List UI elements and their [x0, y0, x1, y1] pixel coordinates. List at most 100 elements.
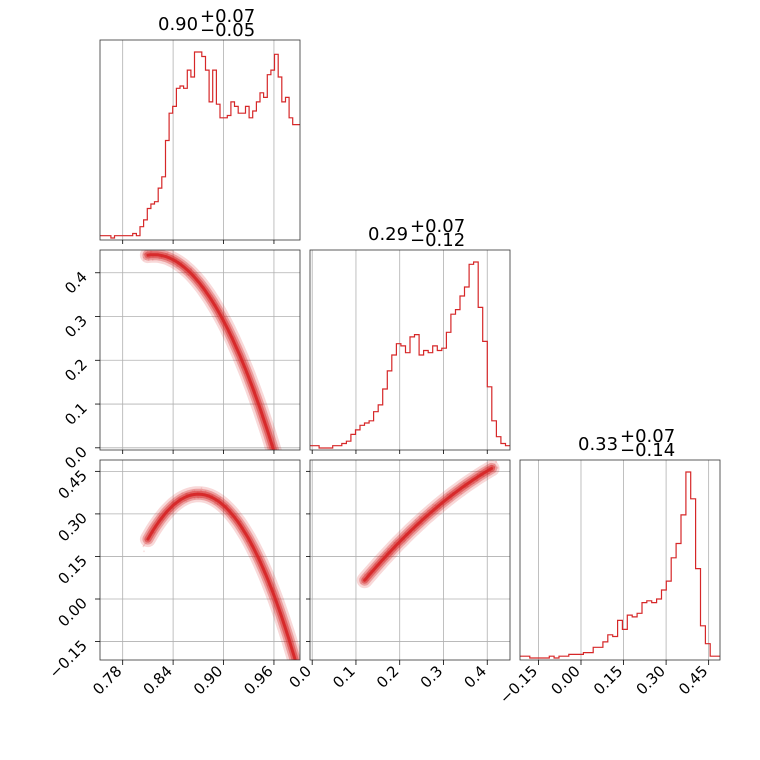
sample-point — [434, 504, 437, 507]
y-tick-label: −0.15 — [46, 637, 91, 682]
sample-point — [191, 490, 194, 492]
x-tick-label: 0.4 — [460, 662, 490, 692]
sample-point — [171, 501, 174, 504]
panel-background — [520, 460, 720, 660]
sample-point — [275, 455, 277, 457]
sample-point — [186, 493, 189, 495]
x-tick-label: 0.00 — [547, 662, 583, 698]
sample-point — [185, 273, 188, 276]
sample-point — [142, 259, 145, 261]
sample-point — [185, 500, 188, 502]
sample-point — [303, 694, 305, 696]
sample-point — [305, 572, 307, 574]
sample-point — [306, 702, 308, 704]
x-tick-label: 0.2 — [373, 662, 403, 692]
sample-point — [294, 663, 296, 665]
sample-point — [193, 489, 196, 492]
density-panel — [356, 460, 500, 589]
sample-point — [387, 547, 389, 550]
histogram-title: 0.29 — [368, 224, 408, 245]
sample-point — [190, 267, 192, 270]
sample-point — [472, 482, 475, 484]
sample-point — [305, 570, 307, 572]
sample-point — [367, 579, 369, 581]
sample-point — [213, 299, 216, 302]
x-tick-label: 0.15 — [590, 662, 626, 698]
sample-point — [395, 539, 397, 542]
sample-point — [366, 572, 369, 575]
sample-point — [145, 542, 148, 544]
sample-point — [494, 465, 496, 468]
sample-point — [184, 270, 187, 273]
sample-point — [171, 261, 174, 263]
sample-point — [166, 259, 169, 261]
x-tick-label: 0.0 — [285, 662, 315, 692]
sample-point — [304, 693, 306, 695]
histogram-series — [520, 471, 720, 659]
x-tick-label: 0.96 — [240, 662, 276, 698]
sample-point — [142, 257, 145, 259]
sample-point — [230, 516, 233, 518]
x-tick-label: 0.90 — [190, 662, 226, 698]
sample-point — [491, 465, 494, 468]
sample-point — [308, 704, 310, 706]
sample-point — [438, 507, 441, 510]
sample-point — [149, 250, 152, 253]
sample-point — [476, 479, 479, 482]
sample-point — [490, 464, 492, 467]
sample-point — [493, 463, 496, 465]
sample-point — [360, 582, 363, 585]
histogram-series — [100, 51, 300, 239]
sample-point — [142, 544, 145, 547]
sample-point — [143, 253, 145, 255]
x-tick-label: 0.30 — [633, 662, 669, 698]
sample-point — [170, 254, 173, 257]
sample-point — [362, 577, 364, 580]
sample-point — [246, 540, 249, 543]
pair-frame — [99, 249, 301, 451]
sample-point — [219, 496, 222, 499]
sample-point — [369, 569, 372, 572]
sample-point — [302, 554, 304, 556]
histogram-title: 0.33 — [578, 434, 618, 455]
sample-point — [495, 460, 497, 463]
y-tick-label: 0.3 — [61, 312, 91, 342]
sample-point — [487, 472, 490, 475]
x-tick-label: 0.78 — [89, 662, 125, 698]
sample-point — [307, 574, 309, 576]
contour-level — [363, 466, 494, 582]
sample-point — [294, 660, 296, 662]
y-tick-label: 0.15 — [54, 552, 90, 588]
sample-point — [493, 466, 496, 469]
sample-point — [169, 510, 172, 513]
panel-background — [100, 40, 300, 240]
sample-point — [460, 492, 463, 495]
sample-point — [393, 542, 396, 544]
sample-point — [491, 465, 493, 468]
x-tick-label: 0.1 — [329, 662, 359, 692]
density-panel — [139, 250, 309, 576]
sample-point — [391, 552, 394, 555]
sample-point — [385, 552, 387, 554]
sample-point — [492, 467, 495, 469]
sample-point — [486, 467, 489, 469]
sample-point — [143, 253, 146, 256]
sample-point — [397, 539, 400, 541]
sample-point — [143, 543, 146, 546]
sample-point — [466, 485, 469, 488]
sample-point — [386, 550, 389, 552]
lower-error: −0.14 — [620, 440, 675, 461]
lower-error: −0.05 — [200, 20, 255, 41]
sample-point — [488, 472, 491, 475]
sample-point — [495, 461, 498, 463]
sample-point — [305, 562, 307, 564]
sample-point — [196, 496, 199, 499]
sample-point — [146, 250, 149, 253]
sample-point — [165, 253, 168, 256]
sample-point — [385, 558, 388, 561]
upper-error: +0.07 — [200, 6, 255, 27]
sample-point — [197, 496, 200, 499]
sample-point — [144, 540, 147, 542]
sample-point — [204, 490, 207, 493]
